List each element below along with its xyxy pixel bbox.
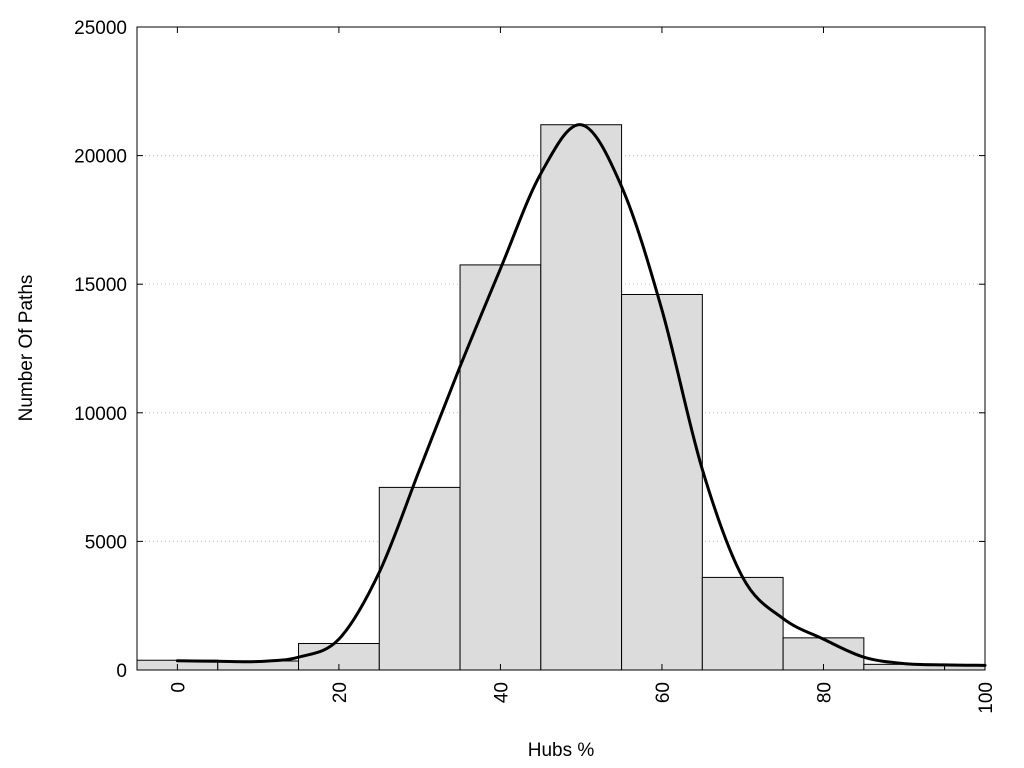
x-tick-label: 100 — [976, 682, 997, 714]
density-curve-layer — [175, 123, 987, 667]
y-tick-label: 15000 — [74, 275, 127, 296]
histogram-bar — [621, 293, 703, 671]
x-axis-ticks: 0 20 40 60 80 100 — [168, 27, 997, 714]
plot-frame — [136, 26, 986, 671]
y-tick-label: 20000 — [74, 147, 127, 168]
density-curve — [175, 123, 987, 667]
y-axis-title: Number Of Paths — [16, 275, 37, 422]
histogram-bars — [136, 124, 986, 671]
y-tick-label: 0 — [116, 661, 127, 682]
histogram-bar — [701, 576, 784, 671]
histogram-bar — [378, 486, 461, 671]
histogram-bar — [459, 264, 542, 671]
y-axis-ticks: 0 5000 10000 15000 20000 25000 — [74, 18, 985, 682]
x-tick-label: 0 — [168, 682, 189, 693]
x-tick-label: 60 — [653, 682, 674, 703]
x-tick-label: 20 — [330, 682, 351, 703]
y-tick-label: 25000 — [74, 18, 127, 39]
x-tick-label: 40 — [491, 682, 512, 703]
y-tick-label: 5000 — [85, 532, 127, 553]
y-tick-label: 10000 — [74, 404, 127, 425]
histogram-bar — [540, 124, 623, 671]
x-tick-label: 80 — [814, 682, 835, 703]
x-axis-title: Hubs % — [528, 740, 595, 761]
